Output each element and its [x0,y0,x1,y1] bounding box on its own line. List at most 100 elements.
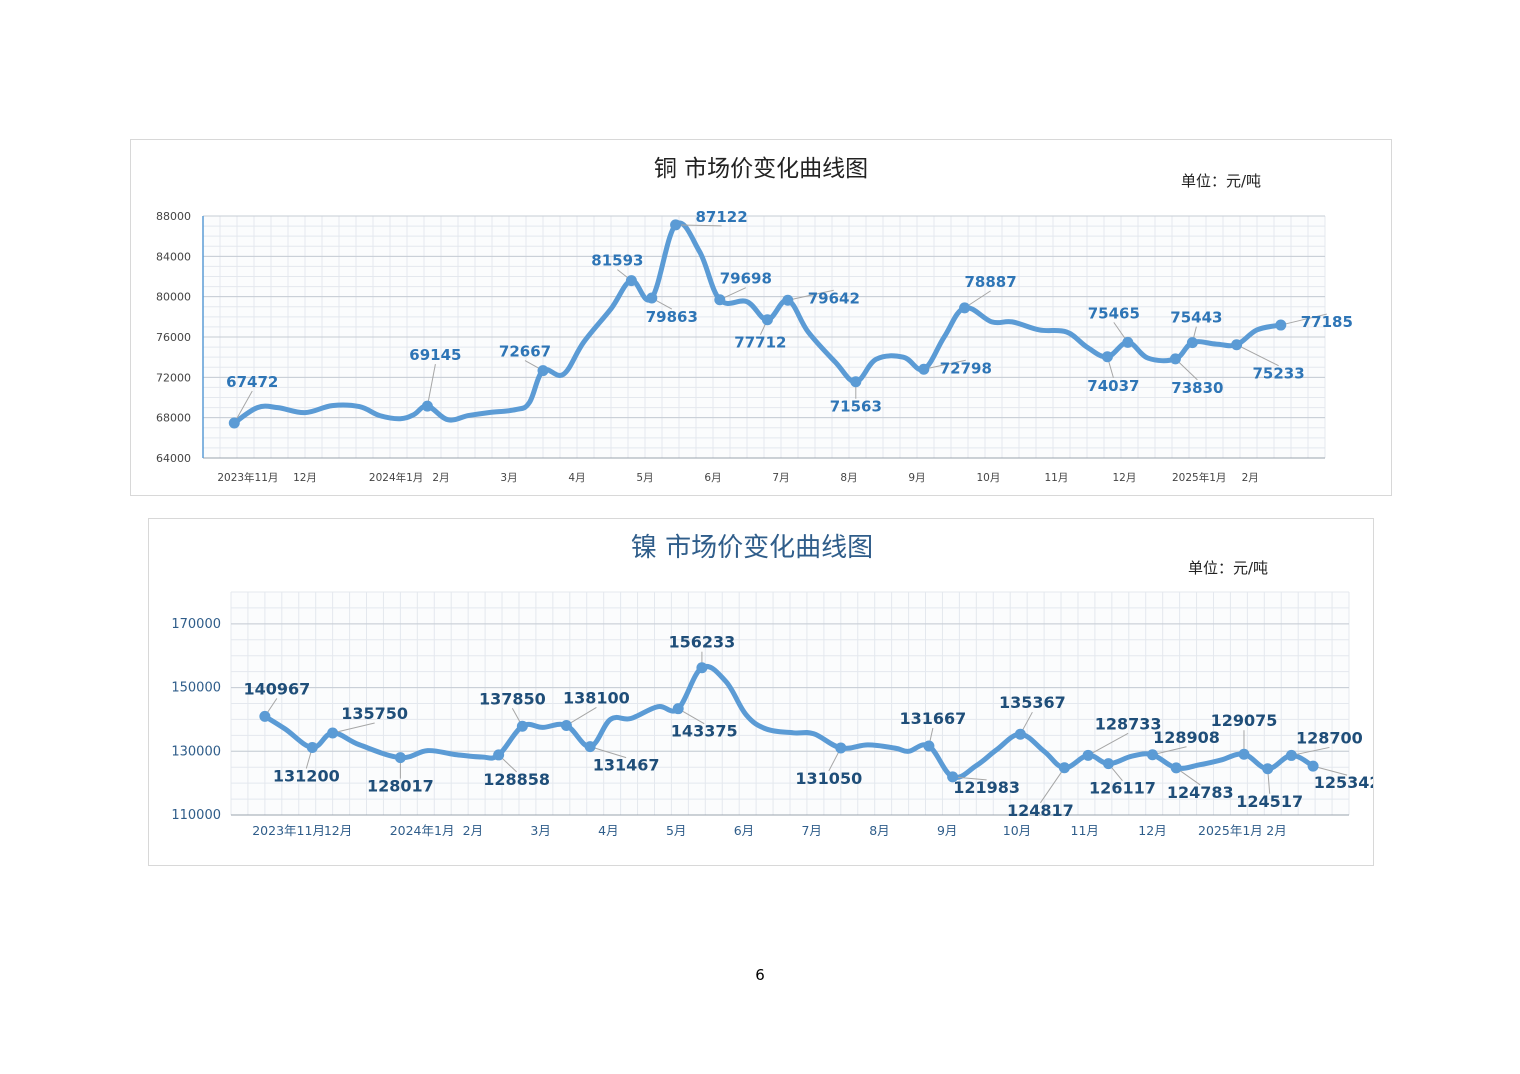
y-tick-label: 170000 [171,617,221,632]
data-point [672,703,684,715]
data-label: 124817 [1007,801,1074,820]
leader-line [566,707,597,726]
leader-line [952,776,987,781]
data-label: 69145 [409,346,461,364]
leader-line [426,364,436,407]
x-tick-label: 5月 [636,472,653,484]
leader-line [1291,746,1330,756]
data-label: 137850 [479,689,546,708]
plot-area: 64000 68000 72000 76000 80000 84000 88000 2023年… [156,208,1353,484]
x-tick-label: 8月 [840,472,857,484]
data-point [1122,336,1134,348]
data-point [625,275,637,287]
data-label: 75443 [1170,309,1222,327]
data-label: 124517 [1236,792,1303,811]
page-number: 6 [755,966,765,984]
data-point [1169,353,1181,365]
series-line [262,664,1316,781]
x-tick-label: 12月 [324,823,352,838]
copper-price-chart: 铜 市场价变化曲线图 单位：元/吨 64000 68000 72000 76000 80… [130,139,1392,496]
data-point [1186,337,1198,349]
data-point [228,417,240,429]
data-label: 71563 [830,398,882,416]
data-label: 81593 [591,252,643,270]
leader-line [589,746,627,759]
data-point [1275,319,1287,331]
data-label: 126117 [1089,779,1156,798]
data-label: 138100 [563,688,630,707]
x-tick-label: 10月 [1003,823,1031,838]
data-label: 140967 [243,679,310,698]
data-label: 143375 [671,722,738,741]
data-point [782,294,794,306]
data-point [259,710,271,722]
x-tick-label: 10月 [976,472,1000,484]
y-tick-label: 130000 [171,744,221,759]
data-label: 125342 [1314,773,1373,792]
x-tick-label: 6月 [734,823,754,838]
y-tick-label: 84000 [156,250,191,263]
x-tick-label: 2月 [1266,823,1286,838]
y-tick-label: 80000 [156,291,191,304]
x-tick-label: 2024年1月 [369,471,423,484]
data-point [947,771,959,783]
unit-label: 单位：元/吨 [1181,172,1261,190]
data-label: 128733 [1095,714,1162,733]
x-tick-label: 5月 [666,823,686,838]
data-point [306,741,318,753]
data-label: 131467 [593,756,660,775]
x-tick-label: 11月 [1044,472,1068,484]
data-point [1238,748,1250,760]
x-tick-label: 7月 [801,823,821,838]
unit-label: 单位：元/吨 [1188,559,1268,577]
leader-line [675,224,722,227]
y-tick-label: 68000 [156,412,191,425]
data-point [1082,749,1094,761]
data-label: 131200 [273,766,340,785]
x-tick-label: 2023年11月 [252,823,325,838]
x-tick-label: 2月 [1242,472,1259,484]
data-point [835,742,847,754]
data-point [696,662,708,674]
data-label: 128700 [1296,728,1363,747]
data-label: 128908 [1153,728,1220,747]
data-point [1262,763,1274,775]
y-tick-label: 76000 [156,331,191,344]
data-point [560,719,572,731]
data-label: 78887 [965,273,1017,291]
data-label: 79863 [646,308,698,326]
leader-line [233,390,253,424]
data-point [850,376,862,388]
leader-line [1152,746,1187,756]
leader-line [923,359,966,370]
data-point [537,365,549,377]
x-tick-label: 12月 [1138,823,1166,838]
x-tick-label: 3月 [500,472,517,484]
x-tick-label: 12月 [293,472,317,484]
data-point [421,400,433,412]
data-label: 74037 [1087,377,1139,395]
data-label: 73830 [1171,379,1223,397]
data-label: 156233 [669,633,736,652]
data-point [327,727,339,739]
x-tick-label: 7月 [772,472,789,484]
x-tick-label: 3月 [530,823,550,838]
nickel-price-chart: 镍 市场价变化曲线图 单位：元/吨 110000 130000 150000 1700… [148,518,1374,866]
data-label: 129075 [1211,711,1278,730]
data-label: 124783 [1167,783,1234,802]
data-point [1285,749,1297,761]
data-point [1102,758,1114,770]
x-tick-label: 2月 [432,472,449,484]
y-tick-label: 110000 [171,808,221,823]
data-point [714,294,726,306]
x-tick-label: 2025年1月 [1172,471,1226,484]
data-label: 67472 [226,373,278,391]
chart-title: 铜 市场价变化曲线图 [654,156,868,182]
leader-line [1312,765,1348,776]
x-tick-label: 11月 [1071,823,1099,838]
data-label: 72667 [499,343,551,361]
data-label: 131667 [900,709,967,728]
data-label: 79642 [808,289,860,307]
data-label: 77712 [734,334,786,352]
